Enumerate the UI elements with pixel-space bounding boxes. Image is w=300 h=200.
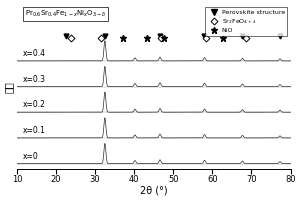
Text: x=0.4: x=0.4 <box>23 49 46 58</box>
Text: Pr$_{0.6}$Sr$_{0.4}$Fe$_{1-x}$Ni$_x$O$_{3-\delta}$: Pr$_{0.6}$Sr$_{0.4}$Fe$_{1-x}$Ni$_x$O$_{… <box>25 9 106 19</box>
Text: x=0: x=0 <box>23 152 39 161</box>
Text: x=0.1: x=0.1 <box>23 126 46 135</box>
X-axis label: 2θ (°): 2θ (°) <box>140 186 167 196</box>
Text: x=0.3: x=0.3 <box>23 75 46 84</box>
Text: x=0.2: x=0.2 <box>23 100 46 109</box>
Y-axis label: 强度: 强度 <box>4 81 14 93</box>
Legend: Perovskite structure, Sr$_2$FeO$_{4+\lambda}$, NiO: Perovskite structure, Sr$_2$FeO$_{4+\lam… <box>205 7 287 36</box>
